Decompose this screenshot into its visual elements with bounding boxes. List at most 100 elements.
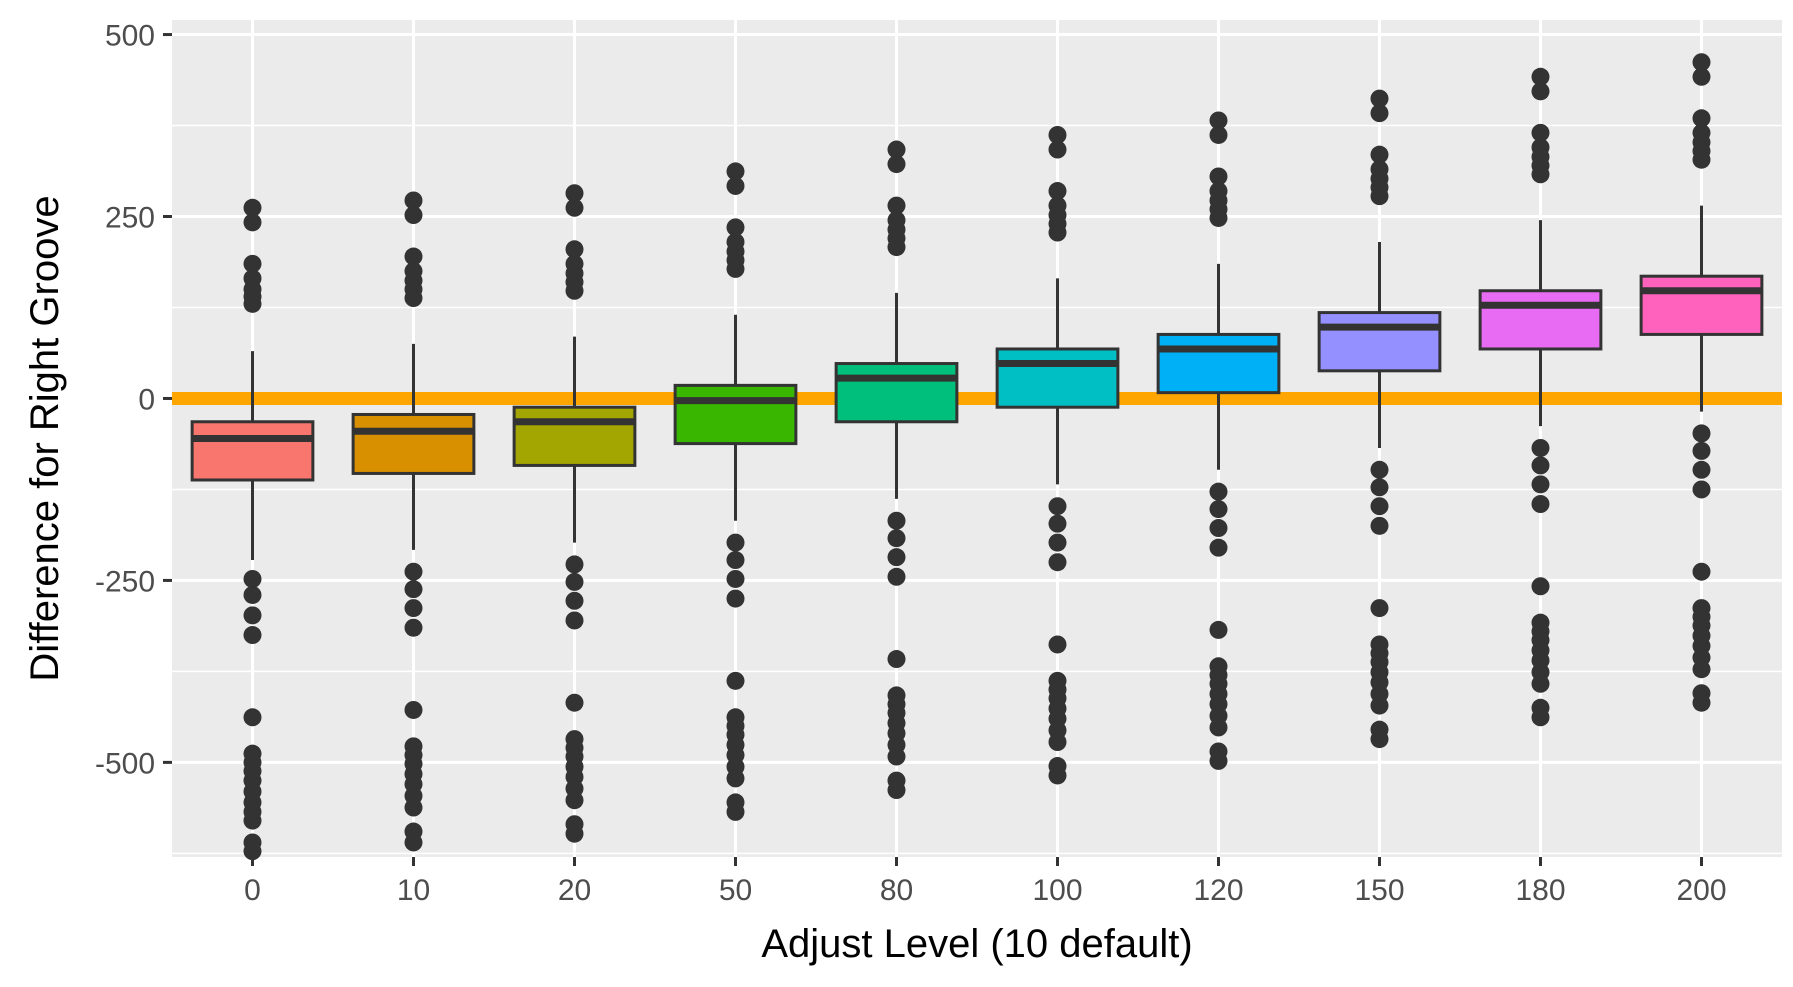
outlier-point	[1692, 67, 1711, 86]
box-group-20	[512, 184, 637, 843]
x-tick-label: 150	[1354, 874, 1404, 907]
outlier-point	[1531, 67, 1550, 86]
outlier-point	[887, 781, 906, 800]
outlier-point	[1692, 53, 1711, 72]
outlier-point	[243, 585, 262, 604]
outlier-point	[404, 618, 423, 637]
x-tick-label: 20	[558, 874, 591, 907]
outlier-point	[243, 606, 262, 625]
x-tick-label: 120	[1193, 874, 1243, 907]
outlier-point	[887, 140, 906, 159]
outlier-point	[1370, 497, 1389, 516]
outlier-point	[726, 259, 745, 278]
x-axis: 0 10 20 50 80 100 120 150 180 200	[244, 857, 1727, 907]
outlier-point	[404, 289, 423, 308]
x-axis-title: Adjust Level (10 default)	[761, 922, 1192, 966]
outlier-point	[565, 240, 584, 259]
box-series	[190, 53, 1764, 861]
outlier-point	[1048, 497, 1067, 516]
outlier-point	[1531, 708, 1550, 727]
outlier-point	[243, 842, 262, 861]
outlier-point	[1531, 577, 1550, 596]
box-group-80	[834, 140, 959, 800]
outlier-point	[1370, 89, 1389, 108]
y-tick-label: -500	[95, 747, 155, 780]
box-iqr	[1478, 289, 1603, 351]
box-group-100	[995, 125, 1120, 785]
outlier-point	[1209, 519, 1228, 538]
outlier-point	[1531, 82, 1550, 101]
outlier-point	[1692, 562, 1711, 581]
box-iqr	[834, 362, 959, 424]
outlier-point	[404, 206, 423, 225]
outlier-point	[243, 254, 262, 273]
outlier-point	[404, 191, 423, 210]
outlier-point	[1048, 733, 1067, 752]
outlier-point	[1692, 424, 1711, 443]
x-tick-label: 0	[244, 874, 261, 907]
outlier-point	[565, 693, 584, 712]
outlier-point	[726, 671, 745, 690]
outlier-point	[243, 626, 262, 645]
outlier-point	[726, 769, 745, 788]
outlier-point	[1209, 111, 1228, 130]
x-tick-label: 100	[1032, 874, 1082, 907]
y-tick-label: 250	[105, 202, 155, 235]
outlier-point	[243, 198, 262, 217]
outlier-point	[887, 529, 906, 548]
outlier-point	[1209, 500, 1228, 519]
outlier-point	[565, 791, 584, 810]
outlier-point	[565, 591, 584, 610]
outlier-point	[404, 700, 423, 719]
outlier-point	[404, 562, 423, 581]
box-group-0	[190, 198, 315, 861]
outlier-point	[1692, 460, 1711, 479]
outlier-point	[1370, 516, 1389, 535]
outlier-point	[1048, 182, 1067, 201]
x-tick-label: 50	[719, 874, 752, 907]
outlier-point	[1531, 674, 1550, 693]
outlier-point	[243, 213, 262, 232]
outlier-point	[565, 184, 584, 203]
outlier-point	[243, 569, 262, 588]
outlier-point	[887, 238, 906, 257]
outlier-point	[1209, 208, 1228, 227]
x-tick-label: 80	[880, 874, 913, 907]
outlier-point	[1209, 538, 1228, 557]
outlier-point	[1692, 441, 1711, 460]
outlier-point	[1370, 145, 1389, 164]
outlier-point	[887, 650, 906, 669]
box-iqr	[1317, 311, 1442, 373]
box-iqr	[1639, 274, 1764, 336]
outlier-point	[726, 218, 745, 237]
outlier-point	[404, 247, 423, 266]
outlier-point	[1531, 123, 1550, 142]
box-iqr	[995, 347, 1120, 409]
outlier-point	[1048, 766, 1067, 785]
y-axis-title: Difference for Right Groove	[23, 195, 67, 681]
outlier-point	[1048, 514, 1067, 533]
outlier-point	[1531, 456, 1550, 475]
outlier-point	[1209, 482, 1228, 501]
outlier-point	[1370, 187, 1389, 206]
outlier-point	[1692, 109, 1711, 128]
outlier-point	[1209, 718, 1228, 737]
outlier-point	[1209, 751, 1228, 770]
box-iqr	[512, 405, 637, 467]
outlier-point	[243, 294, 262, 313]
box-iqr	[351, 412, 476, 475]
outlier-point	[1692, 693, 1711, 712]
outlier-point	[726, 533, 745, 552]
outlier-point	[1209, 167, 1228, 186]
outlier-point	[243, 811, 262, 830]
outlier-point	[565, 824, 584, 843]
y-axis: 500 250 0 -250 -500	[95, 20, 172, 780]
y-tick-label: -250	[95, 565, 155, 598]
outlier-point	[1370, 599, 1389, 618]
outlier-point	[887, 511, 906, 530]
box-group-50	[673, 162, 798, 821]
outlier-point	[726, 176, 745, 195]
outlier-point	[1692, 150, 1711, 169]
outlier-point	[726, 802, 745, 821]
outlier-point	[404, 833, 423, 852]
